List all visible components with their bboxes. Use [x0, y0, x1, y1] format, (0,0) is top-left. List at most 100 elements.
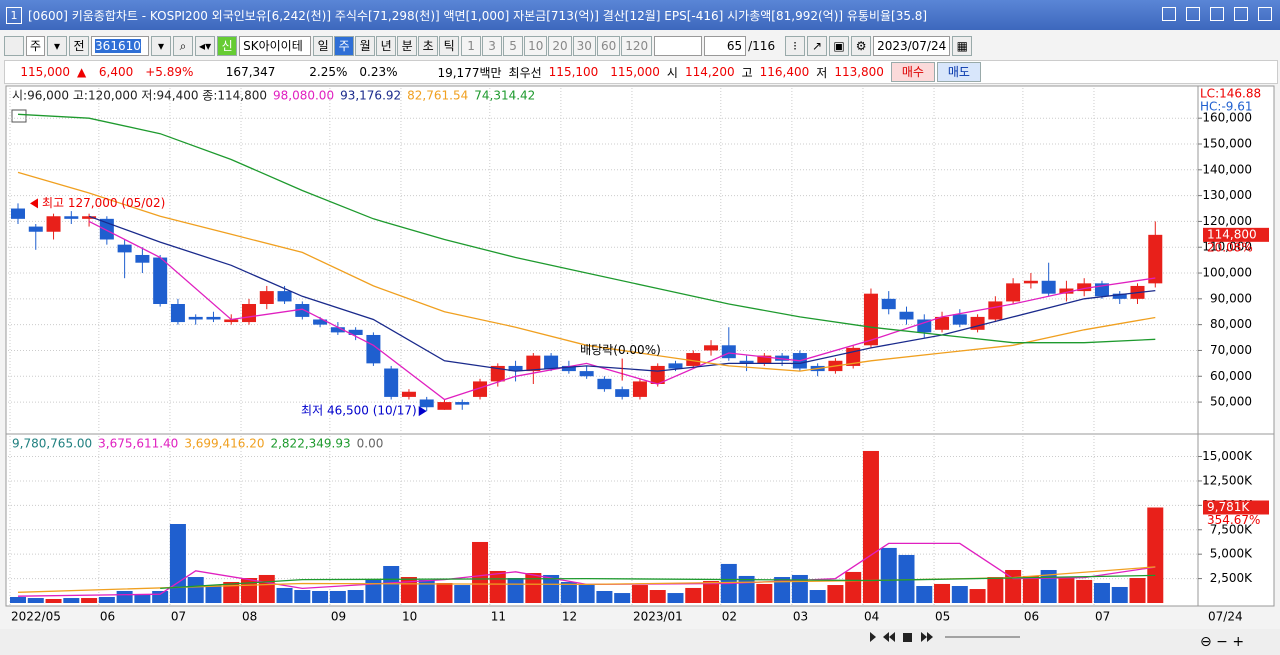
code-input[interactable]: 361610: [95, 39, 141, 53]
candle-body: [295, 304, 310, 317]
volume-bar: [116, 590, 133, 603]
sell-button[interactable]: 매도: [936, 62, 981, 82]
interval-button[interactable]: 분: [397, 36, 418, 56]
volume: 167,347: [225, 65, 276, 79]
candle-body: [988, 301, 1003, 320]
x-tick-label: 2022/05: [11, 610, 61, 624]
legend-item: 98,080.00: [273, 89, 334, 103]
credit-badge: 신: [217, 36, 238, 56]
candle-body: [99, 218, 114, 240]
x-tick-label: 12: [562, 610, 577, 624]
volume-bar: [703, 581, 720, 603]
candle-body: [579, 371, 594, 377]
volume-bar: [1058, 578, 1075, 603]
volume-bar: [294, 590, 311, 603]
interval-button[interactable]: 년: [376, 36, 397, 56]
x-tick-label: 03: [793, 610, 808, 624]
lc-label: LC:146.88: [1200, 87, 1261, 101]
minute-button[interactable]: 5: [503, 36, 524, 56]
buy-button[interactable]: 매수: [890, 62, 935, 82]
dropdown[interactable]: ▾: [47, 36, 68, 56]
minute-button[interactable]: 30: [572, 36, 596, 56]
search-button[interactable]: ⌕: [173, 36, 194, 56]
candle-body: [277, 291, 292, 302]
volume-bar: [152, 590, 169, 603]
price-tag: [1203, 500, 1269, 515]
all-button[interactable]: 전: [69, 36, 90, 56]
icon[interactable]: [1258, 7, 1272, 21]
candle-body: [632, 381, 647, 397]
x-tick-label: 11: [491, 610, 506, 624]
period-select[interactable]: 주: [26, 36, 46, 56]
date-input[interactable]: 2023/07/24: [873, 36, 951, 56]
interval-button[interactable]: 월: [355, 36, 376, 56]
volume-bar: [223, 582, 240, 603]
layout-button[interactable]: [4, 36, 24, 56]
interval-button[interactable]: 주: [334, 36, 355, 56]
volume-bar: [454, 585, 471, 603]
volume-bar: [667, 593, 684, 603]
volume-bar: [756, 583, 773, 603]
volume-bar: [329, 590, 346, 603]
x-tick-label: 08: [242, 610, 257, 624]
volume-bar: [10, 596, 26, 603]
volume-bar: [578, 583, 595, 603]
legend-item: 0.00: [357, 437, 384, 451]
minute-button[interactable]: 60: [596, 36, 621, 56]
scroll-controls[interactable]: [870, 632, 933, 642]
volume-bar: [525, 573, 542, 603]
tool-button[interactable]: ↗: [807, 36, 828, 56]
candle-body: [1059, 288, 1074, 294]
y-tick-label: 130,000: [1202, 188, 1252, 202]
volume-bar: [880, 547, 897, 603]
minute-button[interactable]: 1: [461, 36, 482, 56]
icon[interactable]: [1234, 7, 1248, 21]
sound-button[interactable]: ◂▾: [195, 36, 216, 56]
minute-button[interactable]: 20: [548, 36, 572, 56]
low-arrow: [418, 406, 427, 417]
volume-bar: [276, 587, 293, 603]
table-icon[interactable]: [11, 109, 27, 123]
zoom-icons[interactable]: ⊖ − +: [1200, 634, 1244, 650]
tool-button[interactable]: ⁝: [785, 36, 806, 56]
minute-button[interactable]: 10: [524, 36, 548, 56]
volume-bar: [987, 577, 1004, 603]
dropdown[interactable]: ▾: [151, 36, 172, 56]
volume-bar: [560, 582, 577, 603]
quote-row: 115,000 ▲ 6,400 +5.89% 167,347 2.25% 0.2…: [4, 60, 1278, 84]
candle-body: [46, 216, 61, 232]
icon[interactable]: [1162, 7, 1176, 21]
volume-bar: [774, 577, 791, 603]
minute-buttons: 1 3 5 10 20 30 60 120: [461, 36, 653, 56]
minute-button[interactable]: 3: [482, 36, 503, 56]
count-input[interactable]: 65: [704, 36, 747, 56]
y-tick-label: 150,000: [1202, 137, 1252, 151]
y-tick-label: 140,000: [1202, 162, 1252, 176]
interval-button[interactable]: 초: [418, 36, 439, 56]
volume-bar: [489, 570, 506, 603]
volume-bar: [916, 586, 933, 603]
settings-button[interactable]: ⚙: [851, 36, 872, 56]
legend-item: 3,675,611.40: [98, 437, 178, 451]
candle-body: [419, 399, 434, 408]
y-tick-label: 5,000K: [1210, 547, 1253, 561]
icon[interactable]: [1210, 7, 1224, 21]
volume-bar: [934, 583, 951, 603]
candle-body: [1006, 283, 1021, 302]
minute-button[interactable]: 120: [621, 36, 653, 56]
volume-bar: [898, 554, 915, 603]
save-button[interactable]: ▣: [829, 36, 850, 56]
volume-bar: [862, 450, 879, 603]
candle-body: [490, 365, 505, 382]
volume-bar: [241, 578, 258, 603]
interval-button[interactable]: 일: [313, 36, 334, 56]
interval-button[interactable]: 틱: [439, 36, 460, 56]
volume-bar: [169, 524, 186, 603]
volume-bar: [969, 589, 986, 603]
volume-bar: [27, 598, 44, 603]
y-tick-label: 7,500K: [1210, 522, 1253, 536]
icon[interactable]: [1186, 7, 1200, 21]
volume-bar: [845, 571, 862, 603]
calendar-button[interactable]: ▦: [952, 36, 973, 56]
